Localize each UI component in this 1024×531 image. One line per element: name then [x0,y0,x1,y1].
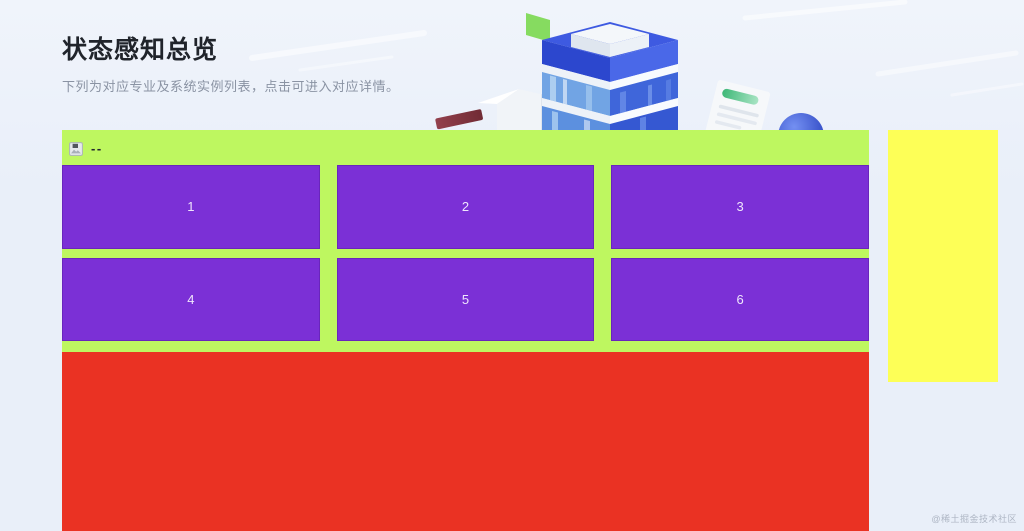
hero-illustration [249,0,1024,134]
overview-panel: -- 1 2 3 4 5 6 [62,130,869,352]
instance-card-label: 2 [461,199,470,215]
instance-card-label: 4 [187,291,195,307]
page-title: 状态感知总览 [62,36,219,64]
overview-panel-header: -- [62,130,869,165]
broken-image-icon [69,141,83,156]
building-illustration [542,22,678,134]
document-card [704,80,771,134]
watermark: @稀土掘金技术社区 [931,514,1017,524]
instance-card-5[interactable]: 5 [336,257,595,341]
instance-card-4[interactable]: 4 [62,257,320,341]
instance-card-grid: 1 2 3 4 5 6 [62,165,869,341]
page-subtitle: 下列为对应专业及系统实例列表，点击可进入对应详情。 [62,79,400,94]
green-accent [526,13,550,42]
maroon-bar [435,109,483,130]
instance-card-6[interactable]: 6 [611,257,869,341]
overview-panel-title: -- [91,141,103,156]
detail-block-red [62,352,869,531]
instance-card-3[interactable]: 3 [611,165,869,249]
white-pillar [478,89,552,134]
instance-card-2[interactable]: 2 [336,165,595,249]
instance-card-label: 6 [736,291,744,307]
side-block-yellow [888,130,998,382]
instance-card-label: 5 [461,291,470,307]
instance-card-1[interactable]: 1 [62,165,320,249]
instance-card-label: 1 [187,199,195,215]
instance-card-label: 3 [736,199,744,215]
